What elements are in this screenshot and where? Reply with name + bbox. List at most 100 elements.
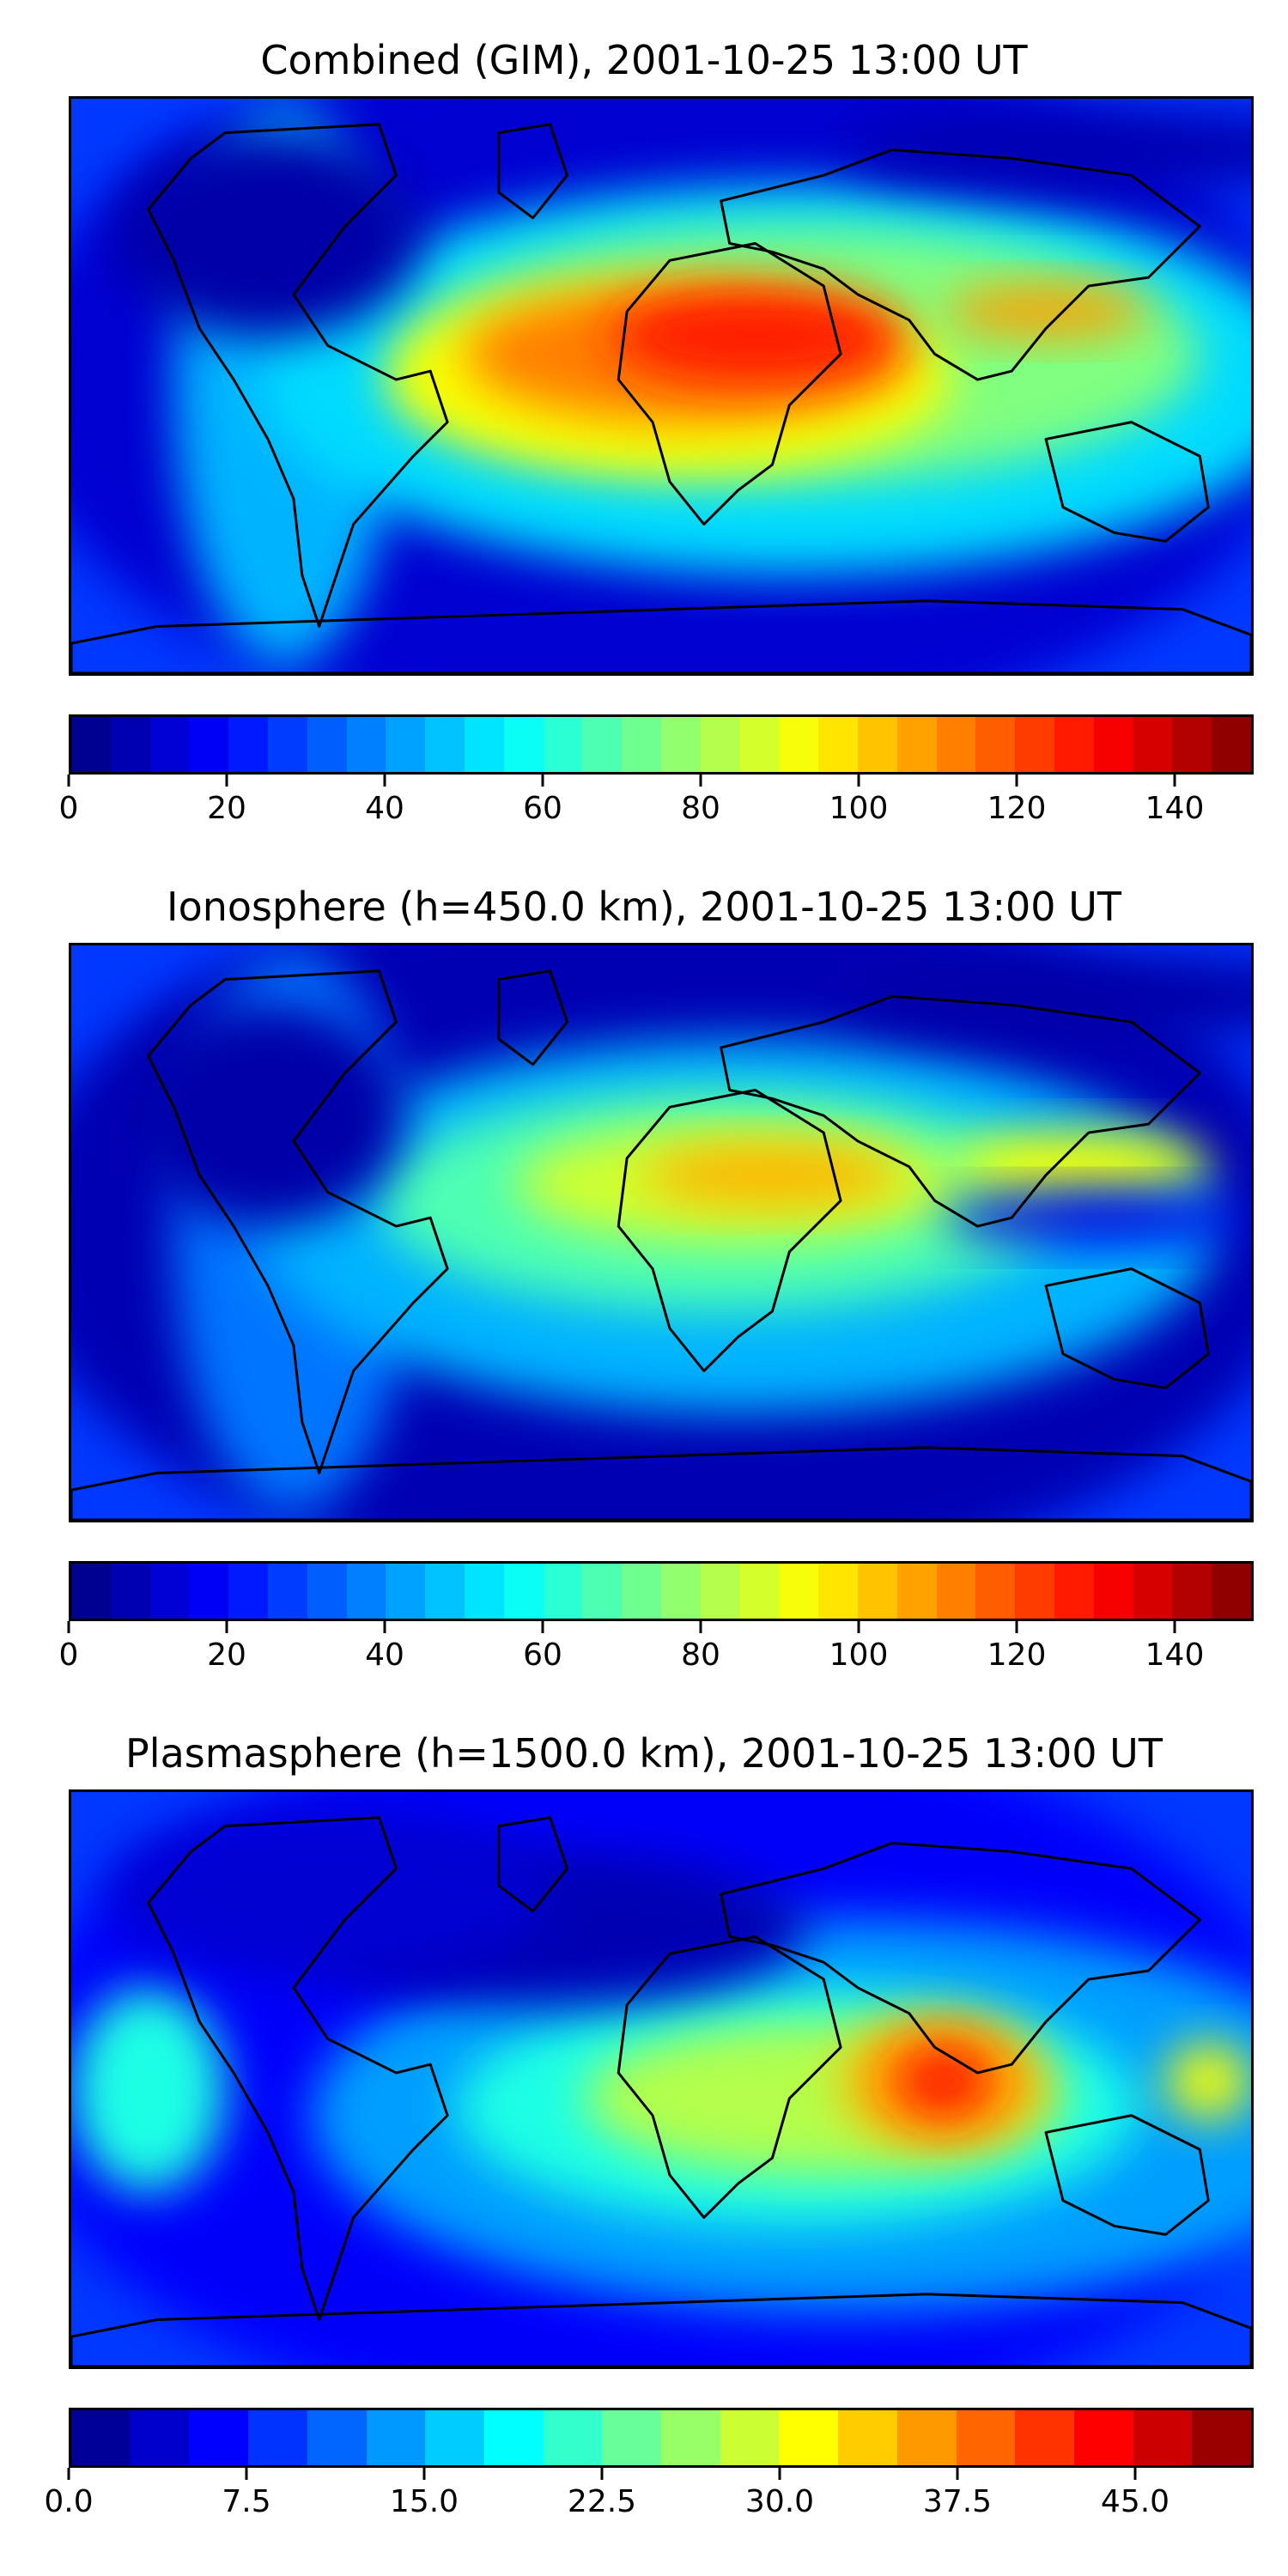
colorbar-segment xyxy=(425,717,465,772)
colorbar-segment xyxy=(425,1564,465,1619)
colorbar-segment xyxy=(1093,1564,1133,1619)
colorbar-segment xyxy=(425,2410,484,2465)
colorbar-segment xyxy=(1015,1564,1054,1619)
field-contour xyxy=(610,290,901,385)
colorbar-segment xyxy=(739,1564,780,1619)
colorbar-segment xyxy=(622,1564,661,1619)
colorbar-tick-label: 22.5 xyxy=(567,2484,637,2519)
colorbar-segment xyxy=(366,2410,426,2465)
colorbar-segment xyxy=(110,1564,150,1619)
panel-title: Combined (GIM), 2001-10-25 13:00 UT xyxy=(260,37,1028,83)
colorbar-segment xyxy=(267,717,307,772)
colorbar-tick-label: 20 xyxy=(207,791,246,826)
colorbar-tick-label: 0.0 xyxy=(44,2484,94,2519)
coastline xyxy=(497,969,568,1066)
colorbar-tick xyxy=(67,775,70,787)
colorbar-tick-label: 120 xyxy=(987,1637,1047,1673)
colorbar-segment xyxy=(543,2410,603,2465)
colorbar-segment xyxy=(1133,1564,1173,1619)
colorbar-tick-label: 60 xyxy=(523,791,562,826)
colorbar-segment xyxy=(896,2410,957,2465)
colorbar-segment xyxy=(346,1564,386,1619)
colorbar-segment xyxy=(1073,2410,1133,2465)
field-contour xyxy=(943,286,1149,337)
field-contour xyxy=(891,2043,995,2120)
tec-map xyxy=(69,96,1254,676)
colorbar-tick-label: 140 xyxy=(1145,1637,1205,1673)
colorbar-segment xyxy=(110,717,150,772)
colorbar-segment xyxy=(818,1564,858,1619)
colorbar-tick-label: 60 xyxy=(523,1637,562,1673)
colorbar-tick xyxy=(541,1621,544,1633)
colorbar-segment xyxy=(936,717,976,772)
panel-title: Plasmasphere (h=1500.0 km), 2001-10-25 1… xyxy=(125,1730,1163,1777)
colorbar-ticks: 0 20 40 60 80 100 120 140 xyxy=(59,775,1254,826)
colorbar-segment xyxy=(386,717,426,772)
colorbar-segment xyxy=(1133,717,1173,772)
colorbar-segment xyxy=(464,717,504,772)
colorbar-segment xyxy=(464,1564,504,1619)
colorbar-segment xyxy=(483,2410,544,2465)
colorbar-tick-label: 120 xyxy=(987,791,1047,826)
colorbar-segment xyxy=(386,1564,426,1619)
colorbar-segment xyxy=(71,2410,131,2465)
colorbar-segment xyxy=(503,717,544,772)
colorbar-segment xyxy=(248,2410,307,2465)
colorbar-tick xyxy=(778,2468,781,2480)
colorbar-tick xyxy=(383,1621,386,1633)
colorbar-segment xyxy=(307,2410,367,2465)
colorbar-segment xyxy=(130,2410,190,2465)
colorbar-segment xyxy=(228,717,268,772)
colorbar-segment xyxy=(267,1564,307,1619)
colorbar-segment xyxy=(700,1564,740,1619)
colorbar-segment xyxy=(975,717,1016,772)
colorbar-segment xyxy=(307,1564,347,1619)
colorbar-tick-label: 20 xyxy=(207,1637,246,1673)
colorbar-segment xyxy=(896,717,937,772)
coastline xyxy=(1044,2114,1210,2236)
colorbar-segment xyxy=(228,1564,268,1619)
colorbar-segment xyxy=(189,717,229,772)
colorbar-segment xyxy=(818,717,858,772)
colorbar-tick-label: 37.5 xyxy=(922,2484,993,2519)
colorbar-tick xyxy=(1015,775,1018,787)
colorbar-tick-label: 80 xyxy=(681,791,720,826)
colorbar-ticks: 0 20 40 60 80 100 120 140 xyxy=(59,1621,1254,1673)
colorbar-segment xyxy=(622,717,661,772)
colorbar-segment xyxy=(660,1564,701,1619)
coastline xyxy=(720,148,1201,381)
colorbar-segment xyxy=(1212,717,1251,772)
colorbar-tick xyxy=(1173,1621,1176,1633)
coastline xyxy=(1044,421,1210,543)
colorbar-segment xyxy=(1212,1564,1251,1619)
coastline xyxy=(720,1841,1201,2075)
coastline xyxy=(147,123,449,628)
colorbar-segment xyxy=(149,717,190,772)
tec-field xyxy=(71,1792,1251,2366)
colorbar xyxy=(69,714,1254,775)
colorbar-ticks: 0.0 7.5 15.0 22.5 30.0 37.5 45.0 xyxy=(44,2468,1254,2519)
field-contour xyxy=(113,132,422,337)
coastline xyxy=(617,1089,842,1373)
colorbar-tick xyxy=(225,1621,228,1633)
colorbar-segment xyxy=(582,717,623,772)
colorbar-tick-label: 0 xyxy=(58,1637,79,1673)
colorbar-segment xyxy=(346,717,386,772)
colorbar-segment xyxy=(1172,1564,1212,1619)
colorbar-tick xyxy=(600,2468,604,2480)
colorbar-tick xyxy=(699,1621,702,1633)
colorbar-segment xyxy=(956,2410,1016,2465)
colorbar-segment xyxy=(71,717,111,772)
colorbar-segment xyxy=(189,1564,229,1619)
colorbar-tick-label: 0 xyxy=(58,791,79,826)
colorbar-tick xyxy=(1173,775,1176,787)
tec-map xyxy=(69,943,1254,1522)
colorbar-segment xyxy=(307,717,347,772)
coastline xyxy=(497,1816,568,1913)
colorbar-tick xyxy=(245,2468,248,2480)
colorbar-segment xyxy=(1093,717,1133,772)
colorbar-segment xyxy=(1015,717,1054,772)
colorbar-tick xyxy=(857,1621,860,1633)
colorbar-tick-label: 140 xyxy=(1145,791,1205,826)
colorbar-segment xyxy=(857,1564,897,1619)
